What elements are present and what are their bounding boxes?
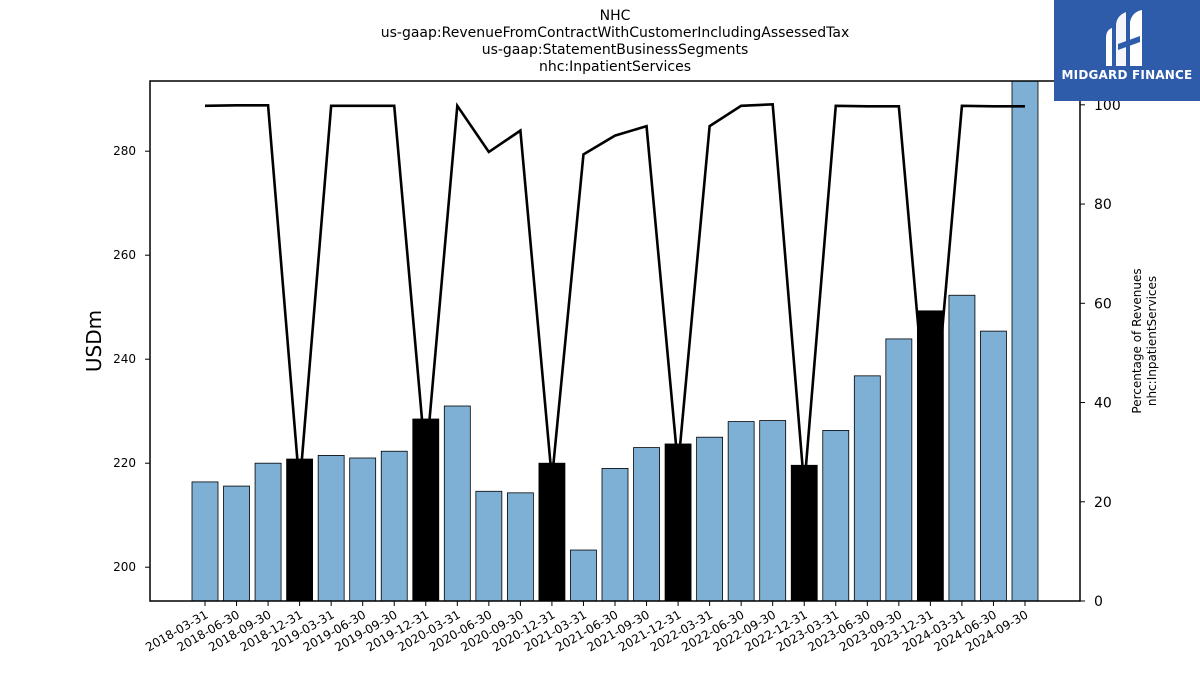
y-tick-label-left: 240: [113, 352, 136, 366]
y-tick-label-right: 40: [1094, 396, 1112, 412]
bar-2019-09-30: [380, 450, 408, 602]
bar-2019-12-31: [412, 418, 440, 602]
midgard-logo-icon: [1106, 10, 1142, 66]
bar-2022-12-31: [790, 464, 818, 602]
bar-2021-12-31: [664, 443, 692, 602]
y-tick-label-right: 100: [1094, 98, 1121, 114]
bar-2022-09-30: [759, 420, 787, 602]
bar-2022-06-30: [727, 421, 755, 602]
title-line: us-gaap:RevenueFromContractWithCustomerI…: [381, 25, 850, 41]
bar-2018-03-31: [191, 481, 219, 602]
y-tick-label-left: 280: [113, 144, 136, 158]
y-tick-label-left: 220: [113, 456, 136, 470]
logo-text: MIDGARD FINANCE: [1061, 68, 1193, 82]
y-axis-label-right-line: nhc:InpatientServices: [1145, 276, 1159, 406]
bar-2020-12-31: [538, 462, 566, 602]
percentage-line: [204, 102, 1025, 487]
y-tick-label-right: 80: [1094, 197, 1112, 213]
y-tick-label-left: 260: [113, 248, 136, 262]
bar-2024-06-30: [980, 330, 1007, 602]
bar-2020-06-30: [475, 490, 503, 602]
bar-2020-03-31: [443, 405, 471, 602]
bar-2023-06-30: [853, 375, 881, 602]
y-tick-label-right: 20: [1094, 495, 1112, 511]
y-tick-label-right: 0: [1094, 594, 1103, 610]
bar-2021-06-30: [601, 467, 629, 602]
y-tick-label-left: 200: [113, 560, 136, 574]
bar-2024-03-31: [948, 294, 976, 602]
title-line: NHC: [600, 8, 631, 24]
midgard-finance-logo: MIDGARD FINANCE: [1054, 0, 1200, 101]
title-line: us-gaap:StatementBusinessSegments: [482, 42, 749, 58]
y-axis-label-right-line: Percentage of Revenues: [1130, 268, 1144, 413]
y-axis-label-left: USDm: [82, 310, 106, 372]
x-axis: 2018-03-312018-06-302018-09-302018-12-31…: [143, 601, 1031, 654]
y-tick-label-right: 60: [1094, 296, 1112, 312]
chart-title: NHCus-gaap:RevenueFromContractWithCustom…: [381, 8, 850, 75]
bar-2018-06-30: [223, 485, 250, 602]
bar-2023-03-31: [822, 430, 850, 602]
y-axis-left: 200 220 240 260 280: [113, 144, 150, 574]
title-line: nhc:InpatientServices: [539, 59, 691, 75]
bars: [191, 80, 1039, 602]
bar-2020-09-30: [506, 492, 534, 602]
y-axis-right: 0 20 40 60 80 100: [1080, 98, 1121, 610]
bar-2019-03-31: [317, 454, 345, 602]
bar-2022-03-31: [696, 436, 724, 602]
bar-2018-09-30: [254, 462, 282, 602]
bar-2021-09-30: [633, 447, 660, 602]
bar-2019-06-30: [349, 457, 377, 602]
bar-2023-09-30: [885, 338, 913, 602]
percentage-line-series: [204, 102, 1025, 487]
bar-2021-03-31: [570, 549, 597, 602]
y-axis-label-right: Percentage of Revenues nhc:InpatientServi…: [1130, 268, 1159, 413]
bar-2024-09-30: [1011, 80, 1039, 602]
